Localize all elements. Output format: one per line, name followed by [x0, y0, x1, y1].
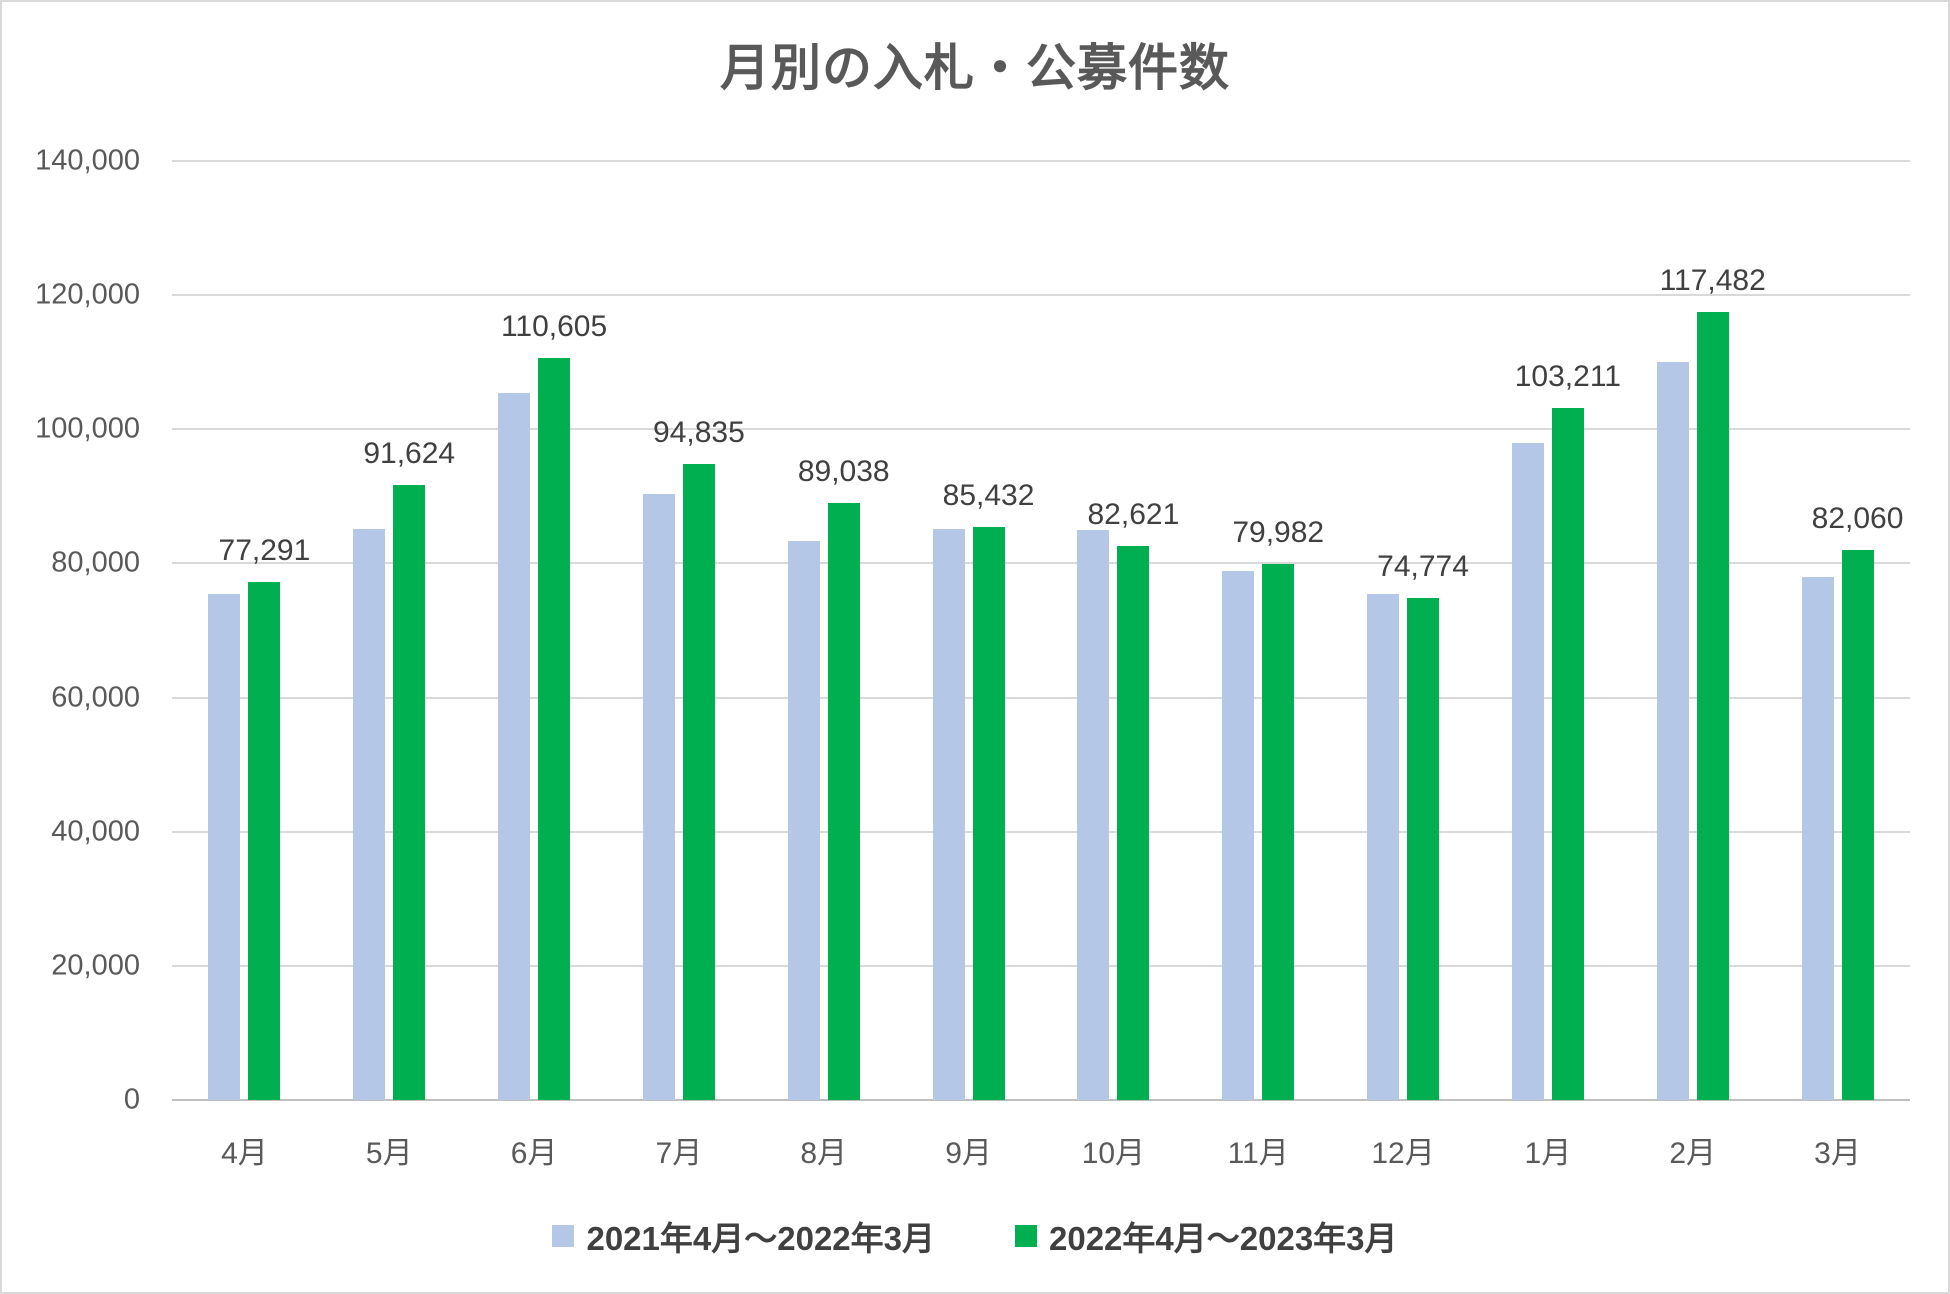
y-axis-labels: 0 20,000 40,000 60,000 80,000 100,000 120,000 1… [2, 145, 140, 1116]
bar: 77,291 [219, 534, 310, 1100]
bar: 82,621 [1087, 498, 1179, 1100]
legend-item: 2021年4月〜2022年3月 [552, 1212, 935, 1260]
data-label: 91,624 [363, 437, 456, 471]
bar-group: 74,774 [1331, 161, 1476, 1100]
bar [1222, 571, 1255, 1100]
y-axis-tick-label: 80,000 [51, 546, 140, 579]
bar-group: 91,624 [317, 161, 462, 1100]
y-axis-tick-label: 60,000 [51, 681, 140, 714]
legend: 2021年4月〜2022年3月 2022年4月〜2023年3月 [2, 1210, 1948, 1262]
bar: 94,835 [653, 416, 745, 1100]
bar-group: 103,211 [1475, 161, 1621, 1100]
x-axis-tick-label: 8月 [800, 1137, 848, 1170]
bar-group: 117,482 [1620, 161, 1766, 1100]
data-label: 79,982 [1232, 515, 1325, 549]
legend-swatch-icon [1015, 1225, 1037, 1247]
x-axis-tick-label: 2月 [1669, 1137, 1717, 1170]
chart-title: 月別の入札・公募件数 [720, 40, 1230, 96]
bar: 91,624 [363, 437, 455, 1100]
bar-group: 89,038 [751, 161, 896, 1100]
x-axis-tick-label: 9月 [945, 1137, 992, 1170]
data-label: 85,432 [942, 479, 1035, 512]
data-label: 117,482 [1659, 264, 1766, 298]
data-label: 89,038 [797, 454, 890, 488]
data-label: 77,291 [218, 533, 311, 567]
data-label: 103,211 [1514, 359, 1621, 393]
gridline [172, 160, 1910, 162]
gridline [172, 562, 1910, 565]
bar-group: 110,605 [462, 161, 607, 1100]
legend-label: 2022年4月〜2023年3月 [1049, 1220, 1398, 1257]
bar: 110,605 [501, 310, 607, 1100]
data-label: 82,621 [1087, 497, 1180, 531]
bar [353, 528, 386, 1100]
x-axis-tick-label: 12月 [1371, 1137, 1435, 1170]
bar-group: 79,982 [1186, 161, 1331, 1100]
x-axis-tick-label: 7月 [655, 1137, 703, 1170]
gridline [172, 964, 1910, 967]
bar [498, 393, 531, 1100]
bar-group: 77,291 [172, 161, 317, 1100]
bar: 82,060 [1812, 502, 1903, 1100]
bar-group: 82,621 [1041, 161, 1186, 1100]
bar [208, 594, 241, 1100]
y-axis-tick-label: 120,000 [35, 278, 140, 311]
y-axis-tick-label: 20,000 [51, 949, 140, 982]
x-axis-tick-label: 5月 [365, 1137, 413, 1170]
x-axis-tick-label: 6月 [510, 1137, 558, 1170]
bar [1801, 576, 1834, 1100]
y-axis-tick-label: 100,000 [35, 412, 140, 445]
x-axis-line [172, 1099, 1910, 1101]
bar [932, 529, 965, 1100]
x-axis-tick-label: 3月 [1814, 1137, 1861, 1170]
data-label: 94,835 [653, 415, 745, 449]
bar: 103,211 [1515, 360, 1621, 1100]
bar: 79,982 [1232, 516, 1324, 1100]
bar [1367, 593, 1400, 1100]
x-axis-tick-label: 11月 [1227, 1137, 1289, 1170]
bar: 117,482 [1660, 264, 1766, 1100]
bar [787, 541, 820, 1100]
gridline [172, 696, 1910, 699]
plot-area: 77,291 91,624 110,605 94,835 89,038 85,432 82,… [172, 160, 1910, 1101]
bar-group: 82,060 [1765, 161, 1910, 1100]
bar [1077, 529, 1110, 1100]
bars-layer: 77,291 91,624 110,605 94,835 89,038 85,432 82,… [172, 161, 1910, 1100]
y-axis-tick-label: 40,000 [51, 815, 140, 848]
bar [642, 494, 675, 1100]
y-axis-tick-label: 0 [123, 1083, 140, 1116]
data-label: 82,060 [1811, 501, 1904, 535]
gridline [172, 294, 1910, 297]
data-label: 74,774 [1377, 550, 1469, 584]
bar: 85,432 [943, 479, 1034, 1100]
legend-item: 2022年4月〜2023年3月 [1015, 1212, 1398, 1260]
gridline [172, 830, 1910, 833]
x-axis-tick-label: 1月 [1524, 1137, 1572, 1170]
bar-group: 85,432 [896, 161, 1041, 1100]
x-axis-labels: 4月 5月 6月 7月 8月 9月 10月 11月 12月 1月 2月 3月 [172, 1122, 1910, 1178]
bar [1656, 362, 1689, 1100]
bar: 89,038 [798, 455, 890, 1100]
bar [1511, 442, 1544, 1100]
bar: 74,774 [1377, 550, 1469, 1100]
legend-label: 2021年4月〜2022年3月 [586, 1220, 935, 1257]
gridline [172, 428, 1910, 431]
x-axis-tick-label: 4月 [221, 1137, 268, 1170]
x-axis-tick-label: 10月 [1081, 1137, 1146, 1170]
bar-group: 94,835 [606, 161, 751, 1100]
y-axis-tick-label: 140,000 [35, 144, 140, 177]
legend-swatch-icon [552, 1225, 575, 1247]
data-label: 110,605 [500, 310, 608, 344]
